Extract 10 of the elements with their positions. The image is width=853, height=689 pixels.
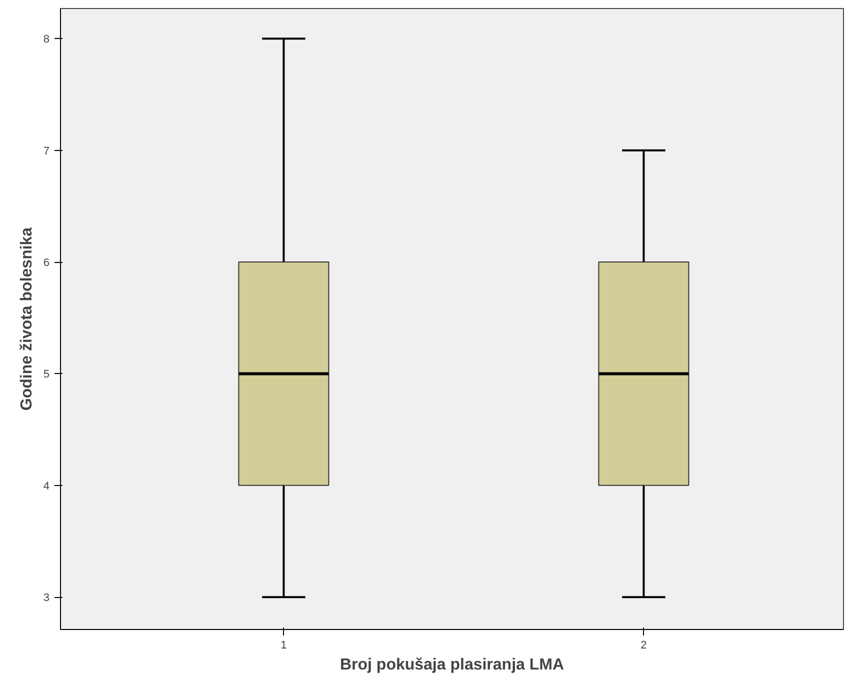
x-axis-title: Broj pokušaja plasiranja LMA (340, 656, 564, 674)
y-tick-label: 6 (43, 257, 50, 270)
y-tick-label: 4 (43, 480, 50, 492)
x-tick-label: 1 (280, 640, 287, 652)
y-axis-title: Godine života bolesnika (18, 227, 36, 411)
x-tick-label: 2 (640, 640, 647, 652)
y-tick-label: 3 (43, 592, 50, 604)
y-tick-label: 8 (43, 34, 50, 46)
y-tick-label: 5 (43, 368, 50, 381)
y-tick-label: 7 (43, 145, 50, 158)
